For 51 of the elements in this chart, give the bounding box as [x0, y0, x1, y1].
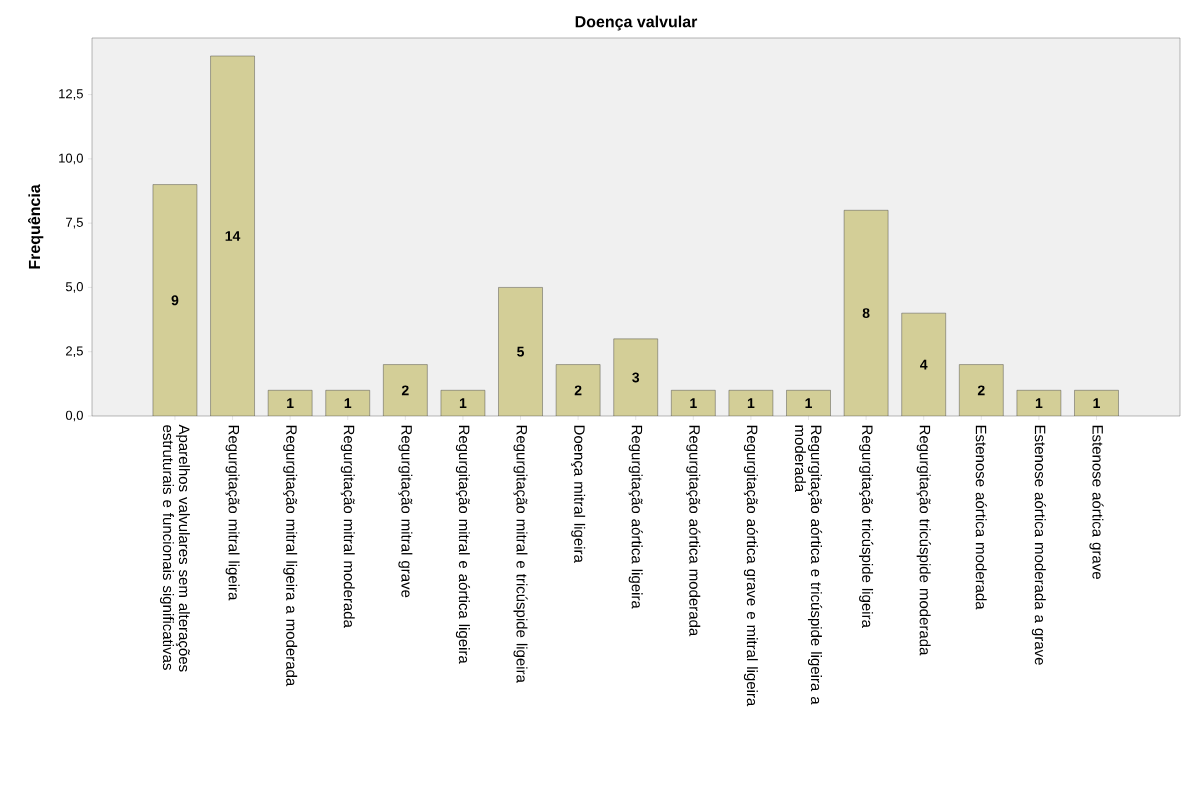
x-tick-label: Regurgitação mitral moderada: [340, 425, 355, 628]
data-label: 1: [805, 398, 813, 408]
data-label: 3: [632, 372, 640, 383]
y-axis-title: Frequência: [28, 184, 44, 269]
data-label: 1: [1093, 398, 1100, 408]
y-tick-label: 10,0: [59, 153, 83, 165]
x-tick-label: Regurgitação aórtica moderada: [686, 425, 701, 637]
data-label: 2: [574, 385, 582, 396]
data-label: 1: [747, 398, 755, 408]
y-tick-label: 2,5: [66, 346, 83, 358]
data-label: 2: [401, 385, 409, 396]
y-tick-label: 0,0: [65, 410, 83, 422]
chart-title: Doença valvular: [575, 15, 698, 31]
data-label: 5: [517, 346, 525, 357]
x-tick-label: Regurgitação mitral e aórtica ligeira: [455, 425, 471, 664]
bar: [498, 287, 543, 416]
data-label: 1: [344, 398, 352, 408]
y-tick-label: 5,0: [65, 282, 83, 293]
data-label: 9: [171, 295, 179, 306]
data-label: 1: [459, 398, 467, 408]
data-label: 4: [920, 359, 928, 370]
x-tick-label: Aparelhos valvulares sem alterações estruturais e funcionais significativas: [159, 424, 190, 672]
bar: [959, 364, 1004, 416]
x-tick-label: Doença mitral ligeira: [571, 425, 586, 563]
bar: [844, 210, 889, 416]
x-tick-label: Regurgitação tricúspide ligeira: [859, 425, 874, 628]
data-label: 1: [1035, 398, 1043, 408]
data-label: 14: [225, 231, 241, 241]
data-label: 1: [690, 398, 697, 408]
x-tick-label: Regurgitação mitral e tricúspide ligeira: [513, 425, 528, 683]
bar: [901, 313, 946, 416]
x-tick-label: Regurgitação tricúspide moderada: [916, 425, 931, 656]
data-label: 2: [977, 385, 985, 396]
bar: [383, 364, 428, 416]
x-tick-label: Regurgitação aórtica grave e mitral ligeira: [743, 425, 759, 707]
x-tick-label: Estenose aórtica moderada: [975, 425, 987, 610]
data-label: 1: [287, 398, 294, 408]
bar: [210, 56, 255, 416]
bar: [152, 184, 197, 416]
x-tick-label: Regurgitação aórtica e tricúspide ligeira a moderada: [794, 425, 823, 705]
x-tick-label: Estenose aórtica moderada a grave: [1031, 425, 1046, 665]
x-tick-label: Regurgitação mitral ligeira: [225, 425, 240, 601]
x-tick-label: Regurgitação mitral ligeira a moderada: [283, 425, 298, 687]
bar: [556, 364, 601, 416]
data-label: 8: [862, 308, 870, 319]
y-tick-label: 7,5: [66, 217, 83, 229]
x-tick-label: Estenose aórtica grave: [1089, 425, 1104, 579]
x-tick-label: Regurgitação aórtica ligeira: [628, 425, 643, 609]
bar: [613, 338, 658, 416]
x-tick-label: Regurgitação mitral grave: [398, 425, 413, 598]
y-tick-label: 12,5: [59, 89, 83, 100]
